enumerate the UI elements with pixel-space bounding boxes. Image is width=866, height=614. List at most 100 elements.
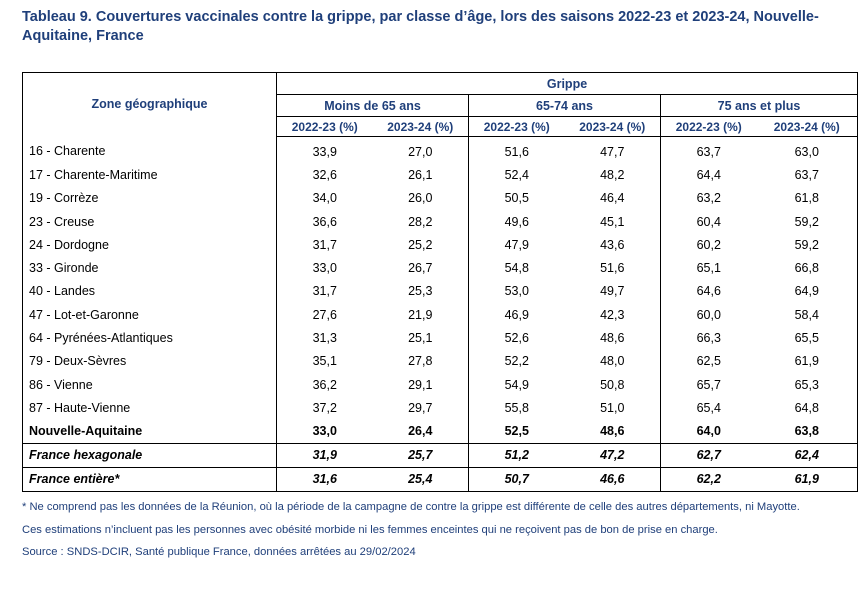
table-row: 79 - Deux-Sèvres 35,1 27,8 52,2 48,0 62,… — [22, 349, 859, 373]
value-cell: 51,6 — [564, 256, 661, 280]
value-cell: 61,9 — [756, 349, 859, 373]
value-cell: 63,2 — [696, 191, 721, 206]
value-cell: 61,9 — [756, 467, 859, 492]
value-cell: 62,7 — [660, 443, 757, 468]
value-cell: 62,5 — [696, 354, 721, 369]
france-entiere-row: France entière* 31,6 25,4 50,7 46,6 62,2… — [22, 467, 859, 492]
notes-section: * Ne comprend pas les données de la Réun… — [22, 500, 842, 568]
value-cell: 47,7 — [564, 136, 661, 164]
value-cell: 26,0 — [372, 186, 469, 210]
value-cell: 51,2 — [468, 443, 565, 468]
value-cell: 42,3 — [564, 303, 661, 327]
value-cell: 34,0 — [312, 191, 337, 206]
value-cell: 33,0 — [312, 261, 337, 276]
value-cell: 65,4 — [696, 400, 721, 415]
value-cell: 63,7 — [696, 144, 721, 159]
value-cell: 52,6 — [504, 331, 529, 346]
value-cell: 36,2 — [312, 377, 337, 392]
year-header: 2023-24 (%) — [756, 116, 859, 137]
value-cell: 36,6 — [312, 214, 337, 229]
value-cell: 52,2 — [504, 354, 529, 369]
value-cell: 31,3 — [312, 331, 337, 346]
value-cell: 63,8 — [756, 419, 859, 444]
zone-cell: 47 - Lot-et-Garonne — [22, 303, 277, 327]
footnote: * Ne comprend pas les données de la Réun… — [22, 501, 800, 513]
year-header: 2022-23 (%) — [276, 116, 373, 137]
value-cell: 63,7 — [756, 163, 859, 187]
table-row: 33 - Gironde 33,0 26,7 54,8 51,6 65,1 66… — [22, 256, 859, 280]
value-cell: 54,8 — [504, 261, 529, 276]
zone-header: Zone géographique — [22, 72, 277, 137]
zone-cell: 40 - Landes — [22, 279, 277, 304]
value-cell: 52,5 — [468, 419, 565, 444]
value-cell: 59,2 — [756, 209, 859, 234]
region-total-row: Nouvelle-Aquitaine 33,0 26,4 52,5 48,6 6… — [22, 419, 859, 444]
table-row: 40 - Landes 31,7 25,3 53,0 49,7 64,6 64,… — [22, 279, 859, 304]
table-row: 87 - Haute-Vienne 37,2 29,7 55,8 51,0 65… — [22, 396, 859, 420]
value-cell: 60,0 — [696, 307, 721, 322]
table-row: 19 - Corrèze 34,0 26,0 50,5 46,4 63,2 61… — [22, 186, 859, 210]
value-cell: 25,3 — [372, 279, 469, 304]
value-cell: 45,1 — [564, 209, 661, 234]
zone-cell: 79 - Deux-Sèvres — [22, 349, 277, 373]
table-row: 16 - Charente 33,9 27,0 51,6 47,7 63,7 6… — [22, 136, 859, 164]
group-header-65-74: 65-74 ans — [468, 94, 661, 117]
value-cell: 65,3 — [756, 372, 859, 397]
value-cell: 63,0 — [756, 136, 859, 164]
vaccination-coverage-table: Zone géographique Grippe Moins de 65 ans… — [22, 72, 859, 492]
year-header: 2023-24 (%) — [564, 116, 661, 137]
value-cell: 62,4 — [756, 443, 859, 468]
value-cell: 48,6 — [564, 326, 661, 350]
zone-cell: 87 - Haute-Vienne — [22, 396, 277, 420]
value-cell: 49,6 — [504, 214, 529, 229]
value-cell: 29,1 — [372, 372, 469, 397]
value-cell: 31,7 — [312, 284, 337, 299]
value-cell: 25,2 — [372, 233, 469, 257]
value-cell: 48,6 — [564, 419, 661, 444]
value-cell: 32,6 — [312, 167, 337, 182]
table-row: 23 - Creuse 36,6 28,2 49,6 45,1 60,4 59,… — [22, 209, 859, 234]
value-cell: 46,4 — [564, 186, 661, 210]
value-cell: 65,7 — [696, 377, 721, 392]
value-cell: 51,6 — [504, 144, 529, 159]
value-cell: 65,5 — [756, 326, 859, 350]
value-cell: 50,5 — [504, 191, 529, 206]
value-cell: 37,2 — [312, 400, 337, 415]
value-cell: 60,2 — [696, 237, 721, 252]
table-row: 47 - Lot-et-Garonne 27,6 21,9 46,9 42,3 … — [22, 303, 859, 327]
value-cell: 25,7 — [372, 443, 469, 468]
table-title: Tableau 9. Couvertures vaccinales contre… — [22, 9, 819, 44]
table-row: 86 - Vienne 36,2 29,1 54,9 50,8 65,7 65,… — [22, 372, 859, 397]
value-cell: 25,1 — [372, 326, 469, 350]
value-cell: 33,9 — [312, 144, 337, 159]
value-cell: 64,4 — [696, 167, 721, 182]
group-header-under-65: Moins de 65 ans — [276, 94, 469, 117]
year-header: 2023-24 (%) — [372, 116, 469, 137]
zone-cell: 24 - Dordogne — [22, 233, 277, 257]
value-cell: 49,7 — [564, 279, 661, 304]
value-cell: 50,7 — [468, 467, 565, 492]
value-cell: 64,6 — [696, 284, 721, 299]
value-cell: 47,9 — [504, 237, 529, 252]
zone-cell: 16 - Charente — [22, 136, 277, 164]
zone-cell: 64 - Pyrénées-Atlantiques — [22, 326, 277, 350]
zone-cell: 17 - Charente-Maritime — [22, 163, 277, 187]
value-cell: 27,6 — [312, 307, 337, 322]
grippe-header: Grippe — [276, 72, 859, 95]
zone-cell: Nouvelle-Aquitaine — [22, 419, 277, 444]
value-cell: 51,0 — [564, 396, 661, 420]
year-header: 2022-23 (%) — [468, 116, 565, 137]
value-cell: 26,1 — [372, 163, 469, 187]
value-cell: 64,0 — [660, 419, 757, 444]
value-cell: 59,2 — [756, 233, 859, 257]
value-cell: 60,4 — [696, 214, 721, 229]
zone-cell: France entière* — [22, 467, 277, 492]
value-cell: 46,6 — [564, 467, 661, 492]
value-cell: 47,2 — [564, 443, 661, 468]
value-cell: 58,4 — [756, 303, 859, 327]
table-row: 24 - Dordogne 31,7 25,2 47,9 43,6 60,2 5… — [22, 233, 859, 257]
table-row: 64 - Pyrénées-Atlantiques 31,3 25,1 52,6… — [22, 326, 859, 350]
value-cell: 64,8 — [756, 396, 859, 420]
value-cell: 48,0 — [564, 349, 661, 373]
estimation-note: Ces estimations n’incluent pas les perso… — [22, 523, 718, 536]
